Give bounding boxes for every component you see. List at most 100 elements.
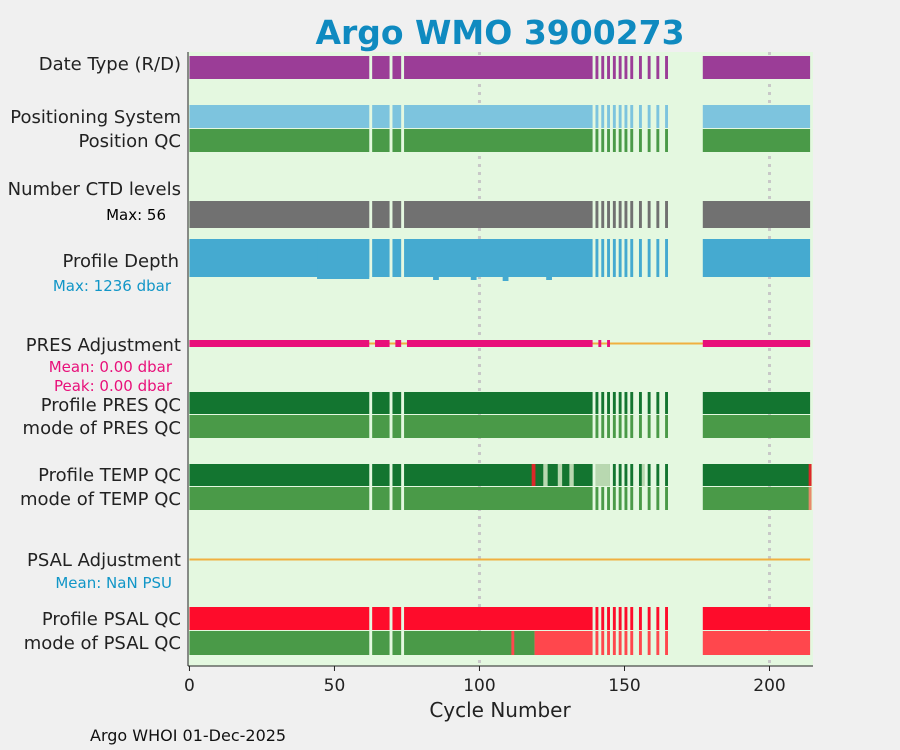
pres-adjustment-segment-2	[395, 340, 402, 347]
label-position-qc: Position QC	[78, 131, 181, 152]
profile-depth-bar-segment-10	[630, 239, 634, 277]
label-mode-psal-qc: mode of PSAL QC	[24, 633, 181, 654]
depth-extension-a	[317, 239, 370, 279]
x-ticks: 0 50 100 150 200	[184, 666, 786, 696]
psal-qc-bar-segment-6	[607, 607, 610, 630]
pres-mode-bar-segment-11	[638, 415, 642, 438]
pres-mode-bar-segment-13	[656, 415, 660, 438]
ctd-levels-bar-segment-12	[647, 201, 651, 228]
psal-mean: Mean: NaN PSU	[55, 574, 172, 592]
pres-mode-bar-segment-9	[624, 415, 628, 438]
profile-depth-bar-segment-1	[372, 239, 390, 277]
temp-mode-bar-segment-4	[595, 487, 599, 510]
label-date-type: Date Type (R/D)	[39, 54, 181, 75]
psal-mode-red-segment-11	[638, 631, 642, 655]
pres-mean: Mean: 0.00 dbar	[49, 358, 173, 376]
pres-qc-bar-segment-9	[624, 392, 628, 414]
ctd-levels-bar-segment-13	[656, 201, 660, 228]
temp-mode-bar-segment-15	[702, 487, 811, 510]
depth-notch-3	[502, 277, 509, 281]
position-qc-bar-segment-6	[607, 129, 610, 152]
label-mode-pres-qc: mode of PRES QC	[23, 418, 181, 439]
ctd-levels-bar-segment-9	[624, 201, 628, 228]
pres-adjustment-segment-3	[406, 340, 593, 347]
positioning-bar-segment-9	[624, 105, 628, 128]
x-tick-label-100: 100	[463, 676, 495, 696]
ctd-levels-bar-segment-4	[595, 201, 599, 228]
pres-mode-bar-segment-2	[392, 415, 402, 438]
x-tick-label-150: 150	[608, 676, 640, 696]
footer-credit: Argo WHOI 01-Dec-2025	[90, 726, 286, 745]
psal-qc-bar-segment-10	[630, 607, 634, 630]
positioning-bar-segment-11	[638, 105, 642, 128]
pres-mode-bar-segment-3	[404, 415, 593, 438]
date-type-bar-segment-1	[372, 56, 390, 79]
psal-qc-bar-segment-5	[601, 607, 605, 630]
profile-depth-bar-segment-3	[404, 239, 593, 277]
profile-depth-bar-segment-11	[638, 239, 642, 277]
profile-depth-bar-segment-5	[601, 239, 605, 277]
temp-mode-bar-segment-11	[638, 487, 642, 510]
psal-mode-green-segment-2	[392, 631, 402, 655]
position-qc-bar-segment-8	[618, 129, 622, 152]
psal-mode-red-segment-7	[612, 631, 616, 655]
date-type-bar-segment-7	[612, 56, 616, 79]
label-ctd-levels: Number CTD levels	[8, 179, 181, 200]
data-bars	[189, 56, 812, 655]
temp-qc-light-4	[595, 464, 610, 486]
ctd-levels-bar-segment-2	[392, 201, 402, 228]
temp-mode-bar-segment-6	[607, 487, 610, 510]
psal-qc-bar-segment-14	[665, 607, 668, 630]
ctd-levels-bar-segment-15	[702, 201, 811, 228]
psal-mode-red-segment-6	[607, 631, 610, 655]
temp-qc-light-3	[569, 464, 574, 486]
position-qc-bar-segment-3	[404, 129, 593, 152]
date-type-bar-segment-2	[392, 56, 402, 79]
temp-mode-bar-segment-3	[404, 487, 593, 510]
psal-qc-bar-segment-12	[647, 607, 651, 630]
ctd-levels-bar-segment-5	[601, 201, 605, 228]
depth-notch-1	[433, 277, 439, 280]
profile-depth-bar-segment-12	[647, 239, 651, 277]
pres-mode-bar-segment-5	[601, 415, 605, 438]
temp-mode-bad	[808, 487, 812, 510]
plot-area	[188, 52, 813, 666]
depth-notch-2	[470, 277, 477, 280]
profile-depth-bar-segment-7	[612, 239, 616, 277]
profile-depth-bar-segment-14	[665, 239, 668, 277]
temp-qc-bar-segment-13	[656, 464, 660, 486]
positioning-bar-segment-14	[665, 105, 668, 128]
position-qc-bar-segment-2	[392, 129, 402, 152]
position-qc-bar-segment-1	[372, 129, 390, 152]
pres-qc-bar-segment-3	[404, 392, 593, 414]
temp-mode-bar-segment-7	[612, 487, 616, 510]
profile-depth-bar-segment-4	[595, 239, 599, 277]
psal-qc-bar-segment-13	[656, 607, 660, 630]
profile-depth-bar-segment-15	[702, 239, 811, 277]
psal-mode-red-segment-15	[702, 631, 811, 655]
pres-adjustment-segment-1	[375, 340, 390, 347]
label-positioning-system: Positioning System	[10, 107, 181, 128]
x-tick-label-200: 200	[753, 676, 785, 696]
psal-mode-red-segment-12	[647, 631, 651, 655]
temp-qc-bar-segment-12	[647, 464, 651, 486]
date-type-bar-segment-0	[189, 56, 370, 79]
psal-qc-bar-segment-4	[595, 607, 599, 630]
pres-qc-bar-segment-8	[618, 392, 622, 414]
position-qc-bar-segment-12	[647, 129, 651, 152]
temp-qc-bar-segment-15	[702, 464, 811, 486]
temp-qc-bar-segment-14	[665, 464, 668, 486]
date-type-bar-segment-15	[702, 56, 811, 79]
pres-qc-bar-segment-12	[647, 392, 651, 414]
date-type-bar-segment-4	[595, 56, 599, 79]
date-type-bar-segment-11	[638, 56, 642, 79]
pres-adjustment-segment-6	[702, 340, 811, 347]
pres-qc-bar-segment-14	[665, 392, 668, 414]
date-type-bar-segment-8	[618, 56, 622, 79]
date-type-bar-segment-14	[665, 56, 668, 79]
temp-qc-light-1	[543, 464, 548, 486]
psal-qc-bar-segment-2	[392, 607, 402, 630]
psal-mode-red-segment-5	[601, 631, 605, 655]
label-profile-pres-qc: Profile PRES QC	[41, 395, 181, 416]
